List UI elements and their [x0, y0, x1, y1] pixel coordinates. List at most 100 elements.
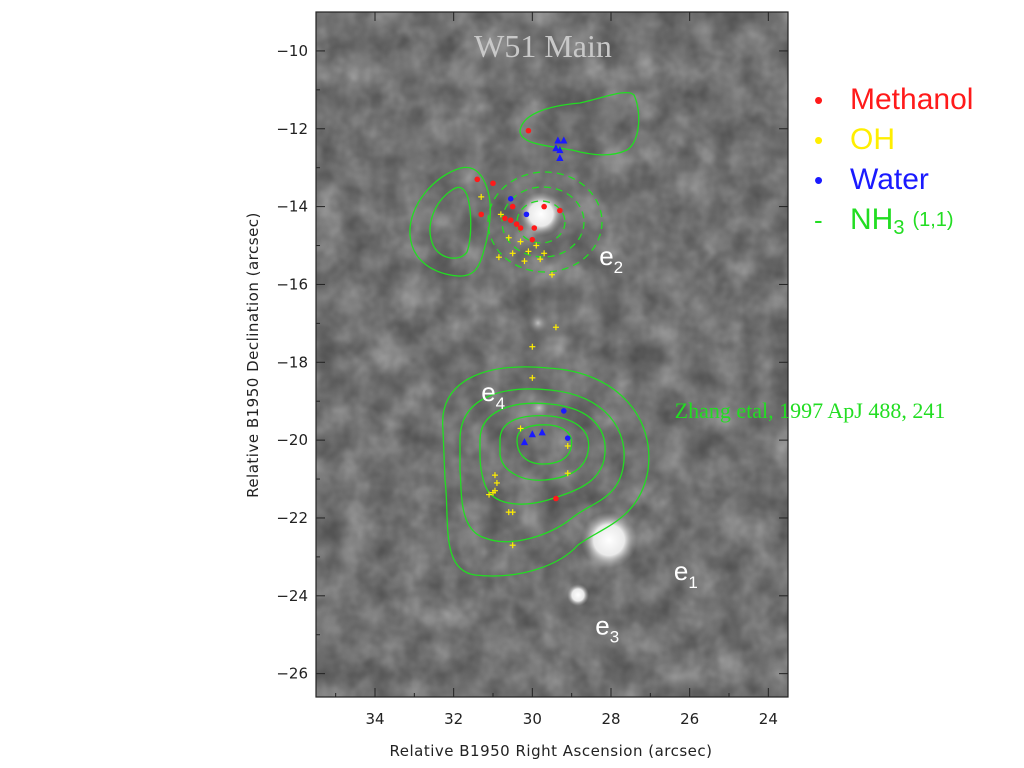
x-tick-label-3: 28	[601, 710, 620, 728]
legend-label-methanol: Methanol	[850, 83, 974, 116]
marker-methanol-0-13	[553, 495, 559, 502]
legend-item-methanol: • Methanol	[814, 80, 973, 120]
nh3-contour-west-inner	[429, 186, 472, 259]
marker-water-3-0	[554, 136, 562, 144]
marker-oh-1-15	[517, 425, 524, 432]
marker-methanol-0-12	[529, 236, 536, 243]
y-tick-label-2: −14	[276, 198, 308, 216]
x-tick-label-4: 26	[680, 710, 699, 728]
marker-water-3-6	[528, 430, 536, 438]
legend-item-nh3: - NH 3 (1,1)	[814, 200, 973, 240]
y-tick-label-4: −18	[276, 353, 308, 371]
marker-methanol-0-10	[557, 207, 563, 214]
marker-water-3-4	[556, 153, 564, 161]
legend-sub-nh3: 3	[893, 216, 905, 239]
marker-water-3-2	[552, 144, 560, 152]
legend-bullet-water: •	[814, 164, 824, 195]
marker-oh-1-18	[493, 479, 500, 486]
source-blob-e3	[567, 584, 589, 606]
nh3-contour-north	[519, 91, 640, 156]
marker-oh-1-6	[541, 250, 548, 257]
y-axis-label: Relative B1950 Declination (arcsec)	[244, 212, 262, 498]
marker-oh-1-5	[525, 248, 532, 255]
marker-oh-1-21	[486, 491, 493, 498]
marker-methanol-0-1	[474, 176, 481, 183]
marker-oh-1-16	[564, 442, 571, 449]
y-tick-label-5: −20	[276, 431, 308, 449]
marker-oh-1-22	[564, 470, 571, 477]
legend-item-oh: • OH	[814, 120, 973, 160]
x-tick-label-2: 30	[523, 710, 542, 728]
marker-oh-1-14	[529, 374, 536, 381]
legend-bullet-oh: •	[814, 124, 824, 155]
marker-oh-1-4	[533, 242, 540, 249]
legend-label-oh: OH	[850, 123, 895, 156]
marker-oh-1-1	[497, 211, 504, 218]
x-tick-label-0: 34	[365, 710, 384, 728]
marker-oh-1-13	[529, 343, 536, 350]
marker-methanol-0-3	[509, 203, 516, 210]
image-features	[519, 192, 637, 606]
marker-methanol-0-9	[541, 203, 547, 210]
nh3-contour-west-outer	[409, 166, 491, 277]
y-tick-label-8: −26	[276, 665, 308, 683]
y-tick-label-6: −22	[276, 509, 308, 527]
marker-water-2-2	[561, 408, 567, 414]
marker-oh-1-17	[491, 472, 498, 479]
source-label-sub: 4	[496, 394, 505, 413]
marker-oh-1-9	[537, 256, 544, 263]
nh3-contours	[409, 91, 650, 577]
marker-oh-1-20	[490, 489, 496, 496]
marker-methanol-0-6	[507, 217, 514, 224]
x-tick-label-5: 24	[759, 710, 778, 728]
marker-oh-1-3	[517, 238, 524, 245]
source-label-sub: 1	[688, 573, 697, 592]
marker-oh-1-2	[505, 234, 512, 241]
y-tick-label-7: −24	[276, 587, 308, 605]
legend-label-nh3: NH	[850, 203, 894, 236]
image-background	[316, 12, 788, 697]
y-tick-label-3: −16	[276, 275, 308, 293]
source-label-sub: 3	[610, 628, 619, 647]
reference-annotation: Zhang etal, 1997 ApJ 488, 241	[675, 398, 946, 423]
nh3-dashed-contours	[487, 171, 603, 273]
marker-methanol-0-0	[525, 127, 532, 134]
marker-methanol-0-11	[531, 225, 538, 231]
marker-oh-1-24	[509, 509, 516, 516]
nh3-south-contours	[442, 366, 650, 577]
marker-water-3-7	[538, 428, 546, 436]
marker-water-3-1	[560, 136, 568, 144]
marker-methanol-0-7	[513, 221, 520, 227]
x-tick-label-1: 32	[444, 710, 463, 728]
x-axis-label: Relative B1950 Right Ascension (arcsec)	[389, 742, 712, 760]
legend-bullet-methanol: •	[814, 84, 824, 115]
marker-oh-1-10	[521, 258, 528, 265]
marker-methanol-0-8	[517, 225, 524, 231]
marker-water-2-1	[507, 196, 514, 202]
marker-methanol-0-2	[490, 180, 496, 187]
marker-oh-1-12	[552, 324, 559, 331]
marker-water-3-5	[520, 438, 529, 446]
marker-methanol-0-5	[502, 215, 508, 222]
y-tick-label-1: −12	[276, 120, 308, 138]
marker-water-3-3	[556, 146, 564, 154]
y-tick-label-0: −10	[276, 42, 308, 60]
source-blob-e1	[581, 512, 637, 568]
source-label-sub: 2	[614, 258, 623, 277]
marker-oh-1-25	[509, 542, 516, 549]
legend-dash-nh3: -	[814, 204, 823, 235]
marker-methanol-0-4	[478, 211, 485, 218]
plot-frame	[315, 11, 789, 698]
source-blob-e4	[528, 397, 550, 419]
legend-item-water: • Water	[814, 160, 973, 200]
marker-oh-1-8	[495, 254, 502, 261]
marker-oh-1-7	[509, 250, 516, 257]
marker-oh-1-11	[549, 271, 555, 278]
marker-water-2-3	[564, 435, 571, 441]
plot-title: W51 Main	[474, 28, 612, 64]
marker-water-2-0	[523, 211, 530, 218]
legend: • Methanol • OH • Water - NH 3 (1,1)	[814, 80, 973, 240]
legend-suffix-nh3: (1,1)	[912, 208, 954, 231]
legend-label-water: Water	[850, 163, 929, 196]
